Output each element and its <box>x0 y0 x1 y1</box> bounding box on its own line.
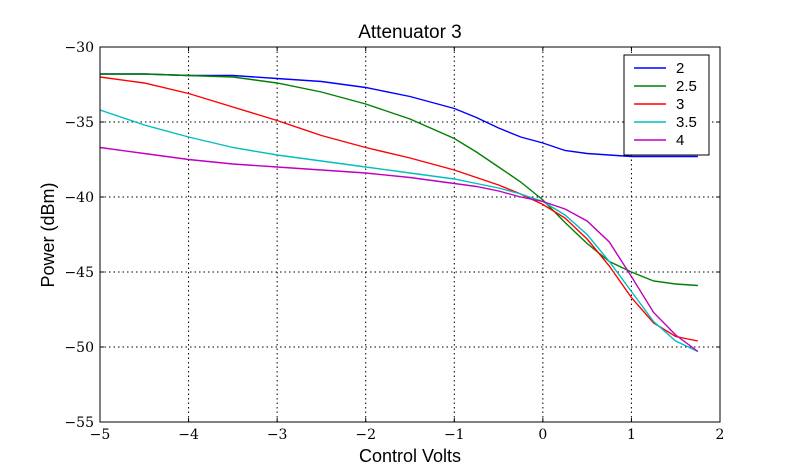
plot-frame <box>99 46 721 423</box>
y-tick-label: −45 <box>64 265 94 281</box>
legend-box <box>623 54 710 156</box>
y-tick-label: −40 <box>64 190 94 206</box>
legend-label: 2.5 <box>676 78 697 95</box>
y-tick-label: −35 <box>64 115 94 131</box>
x-tick-label: −2 <box>355 427 376 443</box>
legend-label: 3.5 <box>676 114 697 131</box>
x-tick-label: −4 <box>178 427 199 443</box>
y-tick-label: −55 <box>64 415 94 431</box>
x-tick-label: 1 <box>627 427 636 443</box>
y-tick-label: −50 <box>64 340 94 356</box>
y-axis-label: Power (dBm) <box>38 182 58 287</box>
legend-label: 3 <box>676 96 684 113</box>
x-tick-label: −5 <box>90 427 111 443</box>
x-tick-label: −1 <box>444 427 465 443</box>
y-tick-label: −30 <box>64 40 94 56</box>
series-lines <box>99 73 699 353</box>
series-line-4 <box>99 146 699 353</box>
legend: 22.533.54 <box>623 54 710 156</box>
x-tick-label: 2 <box>716 427 725 443</box>
x-tick-label: −3 <box>267 427 288 443</box>
series-line-2 <box>100 73 698 158</box>
legend-label: 2 <box>676 60 684 77</box>
series-line-3-5 <box>99 109 699 353</box>
chart-title: Attenuator 3 <box>358 22 462 43</box>
axis-ticks: −5 −4 −3 −2 −1 0 1 2 −55 −50 −45 −40 −35 −30 <box>64 40 724 443</box>
series-line-3 <box>99 76 699 342</box>
x-tick-label: 0 <box>538 427 547 443</box>
x-axis-label: Control Volts <box>359 446 461 466</box>
legend-label: 4 <box>676 132 684 149</box>
